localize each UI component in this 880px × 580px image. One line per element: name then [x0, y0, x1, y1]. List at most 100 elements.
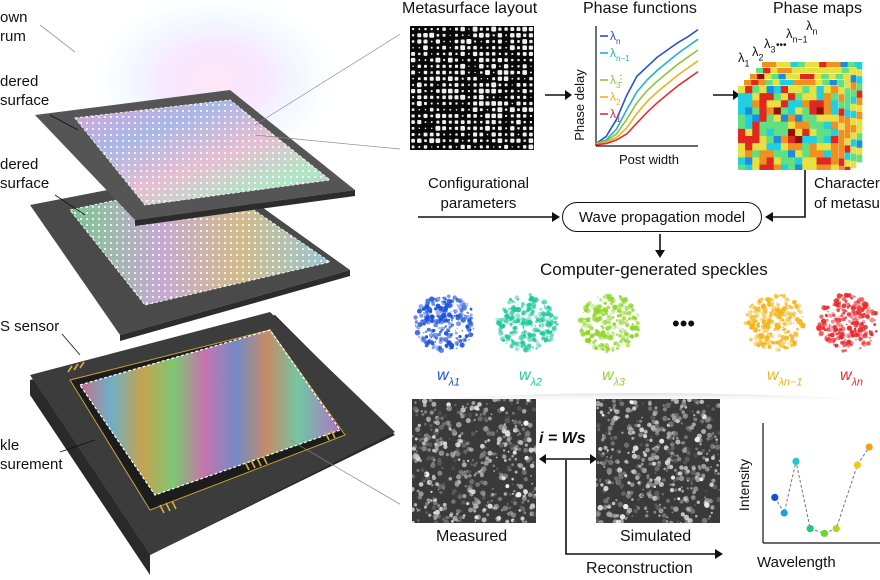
phase-map-4	[738, 85, 839, 170]
top-meta-leader	[49, 114, 79, 131]
characterization-line2: of metasu	[814, 195, 880, 212]
wave-propagation-model-box: Wave propagation model	[562, 202, 762, 232]
speckle-leader	[59, 439, 96, 453]
arrow-phase-to-maps	[713, 90, 740, 100]
speckle-label-0-sub: λ1	[448, 377, 460, 389]
spectrum-point-2	[792, 457, 800, 465]
phase-map-label-1: λ2	[752, 44, 764, 63]
spectrum-point-4	[820, 529, 828, 537]
speckle-1	[495, 293, 559, 353]
phase-legend-label-4-sub: 1	[616, 115, 621, 124]
metasurface-layout-image	[410, 26, 534, 150]
measured-speckle-image	[412, 399, 536, 523]
bottom-metasurface-label: dered surface	[0, 155, 49, 193]
phase-map-label-0-sub: 1	[745, 59, 750, 69]
phase-map-label-0: λ1	[738, 50, 750, 69]
phase-legend-label-2-main: λ	[610, 73, 616, 87]
layout-connector-2	[254, 134, 400, 150]
spectrum-point-3	[806, 525, 814, 533]
speckle-label-2-sub: λ3	[613, 377, 625, 389]
speckle-4	[815, 292, 878, 353]
phase-legend-label-2: λ3	[610, 73, 621, 90]
spectrum-leader-line	[39, 24, 76, 53]
bottom-metasurface-label-line2: surface	[0, 175, 50, 192]
phase-map-label-2: λ3	[764, 36, 776, 55]
layout-connector-1	[254, 33, 400, 126]
phase-map-label-4-sub: n	[813, 27, 818, 37]
phase-curve-4	[595, 70, 699, 146]
metasurface-layout-title: Metasurface layout	[402, 0, 538, 17]
speckle-3	[743, 293, 806, 353]
measured-grains	[412, 399, 536, 523]
characterization-arrow-head	[765, 212, 773, 222]
speckle-label-line2: surement	[0, 456, 63, 473]
speckle-label-4-sub: λn	[851, 377, 863, 389]
phase-map-label-1-main: λ	[752, 44, 759, 59]
phase-curve-3	[595, 60, 699, 145]
speckle-label-line1: kle	[0, 437, 20, 454]
speckle-label-3: wλn−1	[767, 367, 802, 389]
phase-legend-label-3: λ2	[610, 90, 621, 107]
top-metasurface-label: dered surface	[0, 72, 49, 110]
spectrum-xlabel: Wavelength	[757, 554, 836, 571]
phase-functions-title: Phase functions	[583, 0, 697, 17]
speckle-0	[413, 294, 475, 353]
speckle-2	[577, 293, 640, 354]
characterization-arrow-line	[773, 170, 806, 218]
top-metasurface-posts	[75, 100, 330, 205]
top-metasurface-label-line1: dered	[0, 73, 39, 90]
phase-legend-label-3-main: λ	[610, 90, 616, 104]
arrow-layout-to-phase	[545, 90, 572, 100]
phase-legend-label-2-sub: 3	[616, 81, 621, 90]
phase-legend-label-4-main: λ	[610, 107, 616, 121]
speckle-label-3-sub: λn−1	[778, 377, 803, 389]
spectrum-point-5	[832, 525, 840, 533]
measured-connector	[289, 439, 400, 505]
bottom-metasurface-side	[120, 270, 350, 341]
reconstruction-label: Reconstruction	[586, 560, 693, 577]
phase-map-label-3-sub: n−1	[793, 35, 808, 45]
config-params-line1: Configurational	[428, 175, 529, 192]
reconstructed-spectrum-plot: Intensity Wavelength	[736, 423, 880, 571]
characterization-label: Character of metasu	[814, 174, 880, 214]
speckle-label-0: wλ1	[437, 367, 460, 389]
phase-map-label-3: λn−1	[786, 26, 808, 45]
phase-xlabel: Post width	[619, 152, 679, 167]
sensor-label: S sensor	[0, 318, 60, 335]
device-illustration	[30, 0, 400, 575]
spectrum-point-0	[771, 493, 779, 501]
simulated-label: Simulated	[620, 528, 692, 545]
speckle-label-4: wλn	[840, 367, 863, 389]
phase-map-label-4: λn	[806, 20, 818, 37]
phase-legend-label-0-sub: n	[616, 37, 621, 46]
speckle-pattern-on-sensor	[80, 330, 340, 495]
phase-curve-0	[595, 28, 699, 145]
speckle-label-3-main: w	[767, 367, 780, 384]
characterization-line1: Character	[814, 175, 880, 192]
phase-legend-label-0-main: λ	[610, 29, 616, 43]
layout-posts	[410, 26, 534, 150]
phase-map-label-4-main: λ	[806, 20, 813, 33]
speckle-label: kle surement	[0, 436, 63, 474]
phase-map-label-0-main: λ	[738, 50, 745, 65]
wave-propagation-model-label: Wave propagation model	[578, 208, 746, 226]
speckle-label-1: wλ2	[519, 367, 542, 389]
simulated-grains	[596, 399, 720, 523]
speckle-label-2: wλ3	[602, 367, 625, 389]
speckle-region-outline	[79, 329, 341, 496]
phase-legend-label-1-main: λ	[610, 46, 616, 60]
phase-map-label-2-sub: 3	[771, 45, 776, 55]
speckle-label-0-main: w	[437, 367, 450, 384]
phase-legend-label-1: λn−1	[610, 46, 630, 63]
spectrum-ylabel: Intensity	[736, 459, 752, 511]
phase-map-label-3-main: λ	[786, 26, 793, 41]
phase-legend-label-0: λn	[610, 29, 621, 46]
config-params-label: Configurational parameters	[428, 174, 529, 214]
phase-map-ellipsis: •••	[776, 40, 787, 51]
equation-label: i = Ws	[539, 430, 586, 447]
phase-curve-1	[595, 38, 699, 145]
layout-background	[410, 26, 534, 150]
phase-legend-label-1-sub: n−1	[616, 54, 630, 63]
